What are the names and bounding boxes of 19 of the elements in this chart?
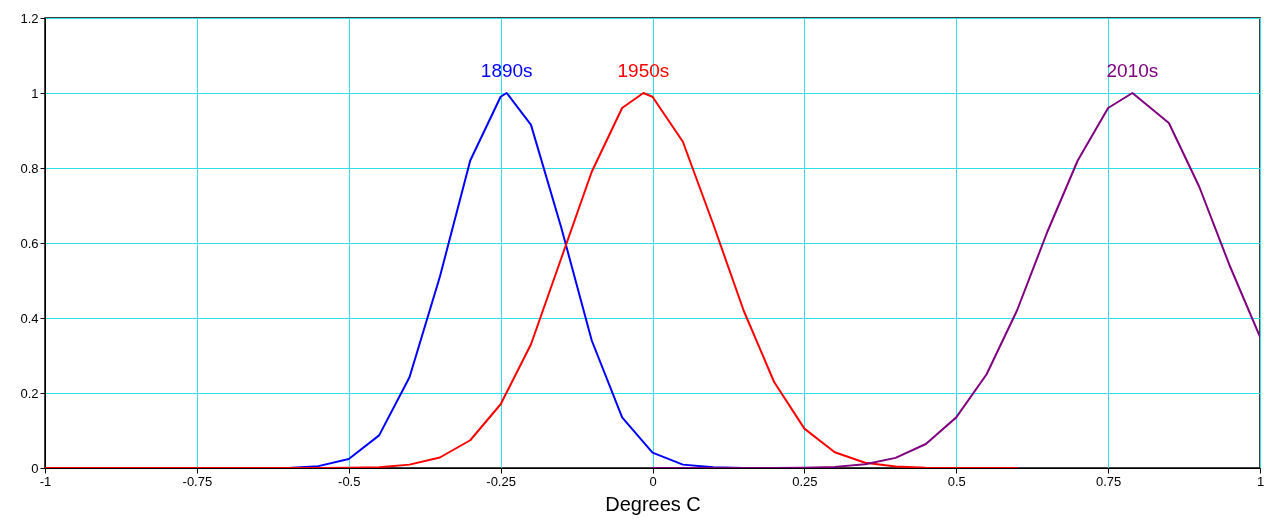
y-tick-label: 1 <box>31 85 39 101</box>
x-tick-label: -0.25 <box>486 473 516 489</box>
y-tick-label: 0.2 <box>20 385 39 401</box>
y-tick-label: 0.6 <box>20 235 39 251</box>
y-tick-label: 0.8 <box>20 160 39 176</box>
x-tick-label: -0.5 <box>338 473 361 489</box>
line-series <box>45 92 1018 468</box>
line-series <box>651 92 1260 468</box>
x-tick-label: -1 <box>39 473 52 489</box>
x-tick-label: 0.5 <box>947 473 966 489</box>
x-tick-label: 0.75 <box>1095 473 1122 489</box>
x-tick-label: 1 <box>1256 473 1265 489</box>
x-tick-label: 0 <box>649 473 657 489</box>
x-tick-label: -0.75 <box>182 473 213 489</box>
y-tick-label: 0 <box>31 460 39 476</box>
y-tick-label: 1.2 <box>20 10 39 26</box>
x-axis-title: Degrees C <box>605 492 701 515</box>
x-tick-label: 0.25 <box>792 473 818 489</box>
y-tick-label: 0.4 <box>20 310 39 326</box>
